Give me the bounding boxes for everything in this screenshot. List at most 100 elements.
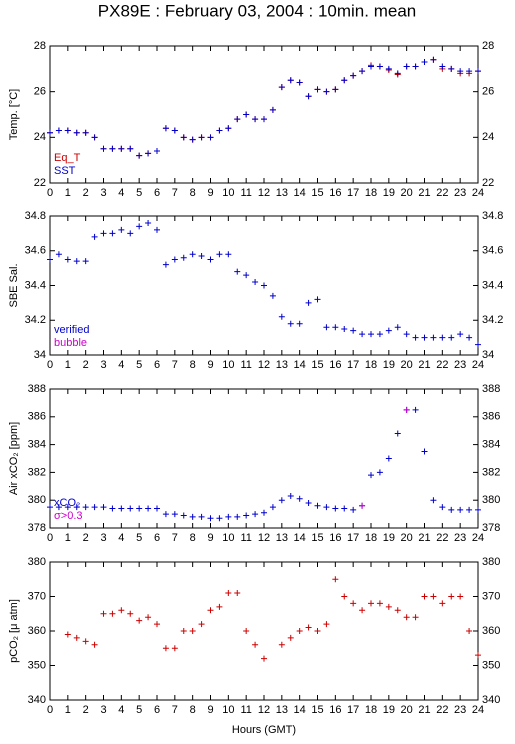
data-point: [341, 593, 348, 600]
data-point: [466, 628, 473, 634]
data-point: [198, 513, 205, 520]
data-point: [439, 504, 446, 511]
legend-label: xCO₂: [54, 497, 80, 509]
data-point: [136, 223, 143, 230]
data-point: [171, 256, 178, 263]
data-point: [475, 652, 481, 659]
data-point: [171, 645, 178, 652]
y-tick-label: 384: [28, 439, 46, 451]
data-point: [394, 607, 401, 614]
data-point: [162, 511, 169, 518]
data-point: [261, 282, 267, 289]
y-tick-label: 388: [28, 383, 46, 395]
data-point: [216, 515, 223, 522]
data-point: [100, 504, 107, 511]
data-point: [180, 628, 187, 634]
data-point: [475, 341, 481, 348]
chart-title: PX89E : February 03, 2004 : 10min. mean: [98, 1, 416, 20]
x-tick-label: 24: [472, 359, 484, 371]
y-tick-label-right: 380: [482, 556, 500, 568]
data-point: [368, 63, 374, 70]
data-point: [216, 127, 223, 134]
x-tick-label: 12: [258, 187, 270, 199]
data-point: [64, 256, 71, 263]
data-point: [234, 116, 241, 123]
x-tick-label: 12: [258, 532, 270, 544]
data-point: [287, 634, 294, 641]
data-point: [305, 499, 312, 506]
data-point: [127, 145, 134, 152]
x-tick-label: 18: [365, 187, 377, 199]
x-tick-label: 13: [276, 704, 288, 716]
data-point: [341, 77, 348, 84]
y-tick-label: 386: [28, 411, 46, 423]
y-tick-label: 34.8: [25, 210, 46, 222]
x-tick-label: 4: [118, 359, 124, 371]
x-tick-label: 5: [136, 187, 142, 199]
data-point: [64, 631, 71, 638]
data-point: [82, 504, 89, 511]
x-tick-label: 15: [311, 359, 323, 371]
data-point: [154, 148, 160, 155]
data-point: [162, 645, 169, 652]
y-tick-label-right: 370: [482, 590, 500, 602]
data-point: [466, 506, 473, 513]
data-point: [403, 63, 410, 70]
legend-label: bubble: [54, 337, 87, 349]
x-tick-label: 6: [154, 704, 160, 716]
data-point: [457, 506, 464, 513]
data-point: [359, 68, 366, 75]
x-tick-label: 9: [207, 532, 213, 544]
data-point: [136, 505, 143, 512]
data-point: [225, 125, 232, 132]
x-tick-label: 17: [347, 532, 359, 544]
y-axis-label: SBE Sal.: [8, 263, 20, 307]
data-point: [127, 505, 134, 512]
data-point: [198, 621, 205, 628]
data-point: [225, 513, 232, 520]
data-point: [189, 251, 196, 258]
data-point: [430, 497, 437, 504]
x-tick-label: 21: [418, 704, 430, 716]
data-point: [145, 219, 152, 226]
x-tick-label: 1: [65, 187, 71, 199]
x-tick-label: 21: [418, 359, 430, 371]
data-point: [350, 72, 357, 79]
data-point: [341, 325, 348, 332]
x-tick-label: 10: [222, 532, 234, 544]
data-point: [216, 251, 223, 258]
y-tick-label-right: 384: [482, 439, 500, 451]
x-tick-label: 23: [454, 704, 466, 716]
data-point: [332, 324, 339, 331]
data-point: [252, 641, 259, 648]
data-point: [100, 145, 107, 152]
data-point: [216, 603, 223, 610]
y-tick-label: 350: [28, 659, 46, 671]
x-tick-label: 9: [207, 187, 213, 199]
x-tick-label: 24: [472, 532, 484, 544]
data-point: [296, 495, 303, 502]
data-point: [403, 406, 410, 413]
data-point: [207, 134, 214, 141]
data-point: [421, 58, 428, 65]
x-tick-label: 1: [65, 359, 71, 371]
x-tick-label: 16: [329, 359, 341, 371]
data-point: [127, 610, 134, 617]
data-point: [234, 513, 241, 520]
data-point: [385, 327, 392, 334]
data-point: [207, 515, 214, 522]
x-tick-label: 8: [190, 704, 196, 716]
data-point: [359, 331, 366, 338]
data-point: [91, 504, 98, 511]
legend-label: SST: [54, 165, 76, 177]
x-tick-label: 6: [154, 359, 160, 371]
data-point: [261, 116, 267, 123]
x-tick-label: 16: [329, 532, 341, 544]
y-tick-label-right: 382: [482, 466, 500, 478]
x-tick-label: 11: [240, 359, 251, 371]
data-point: [466, 334, 473, 341]
data-point: [162, 261, 169, 268]
data-point: [457, 593, 464, 600]
data-point: [100, 610, 107, 617]
data-point: [448, 334, 455, 341]
